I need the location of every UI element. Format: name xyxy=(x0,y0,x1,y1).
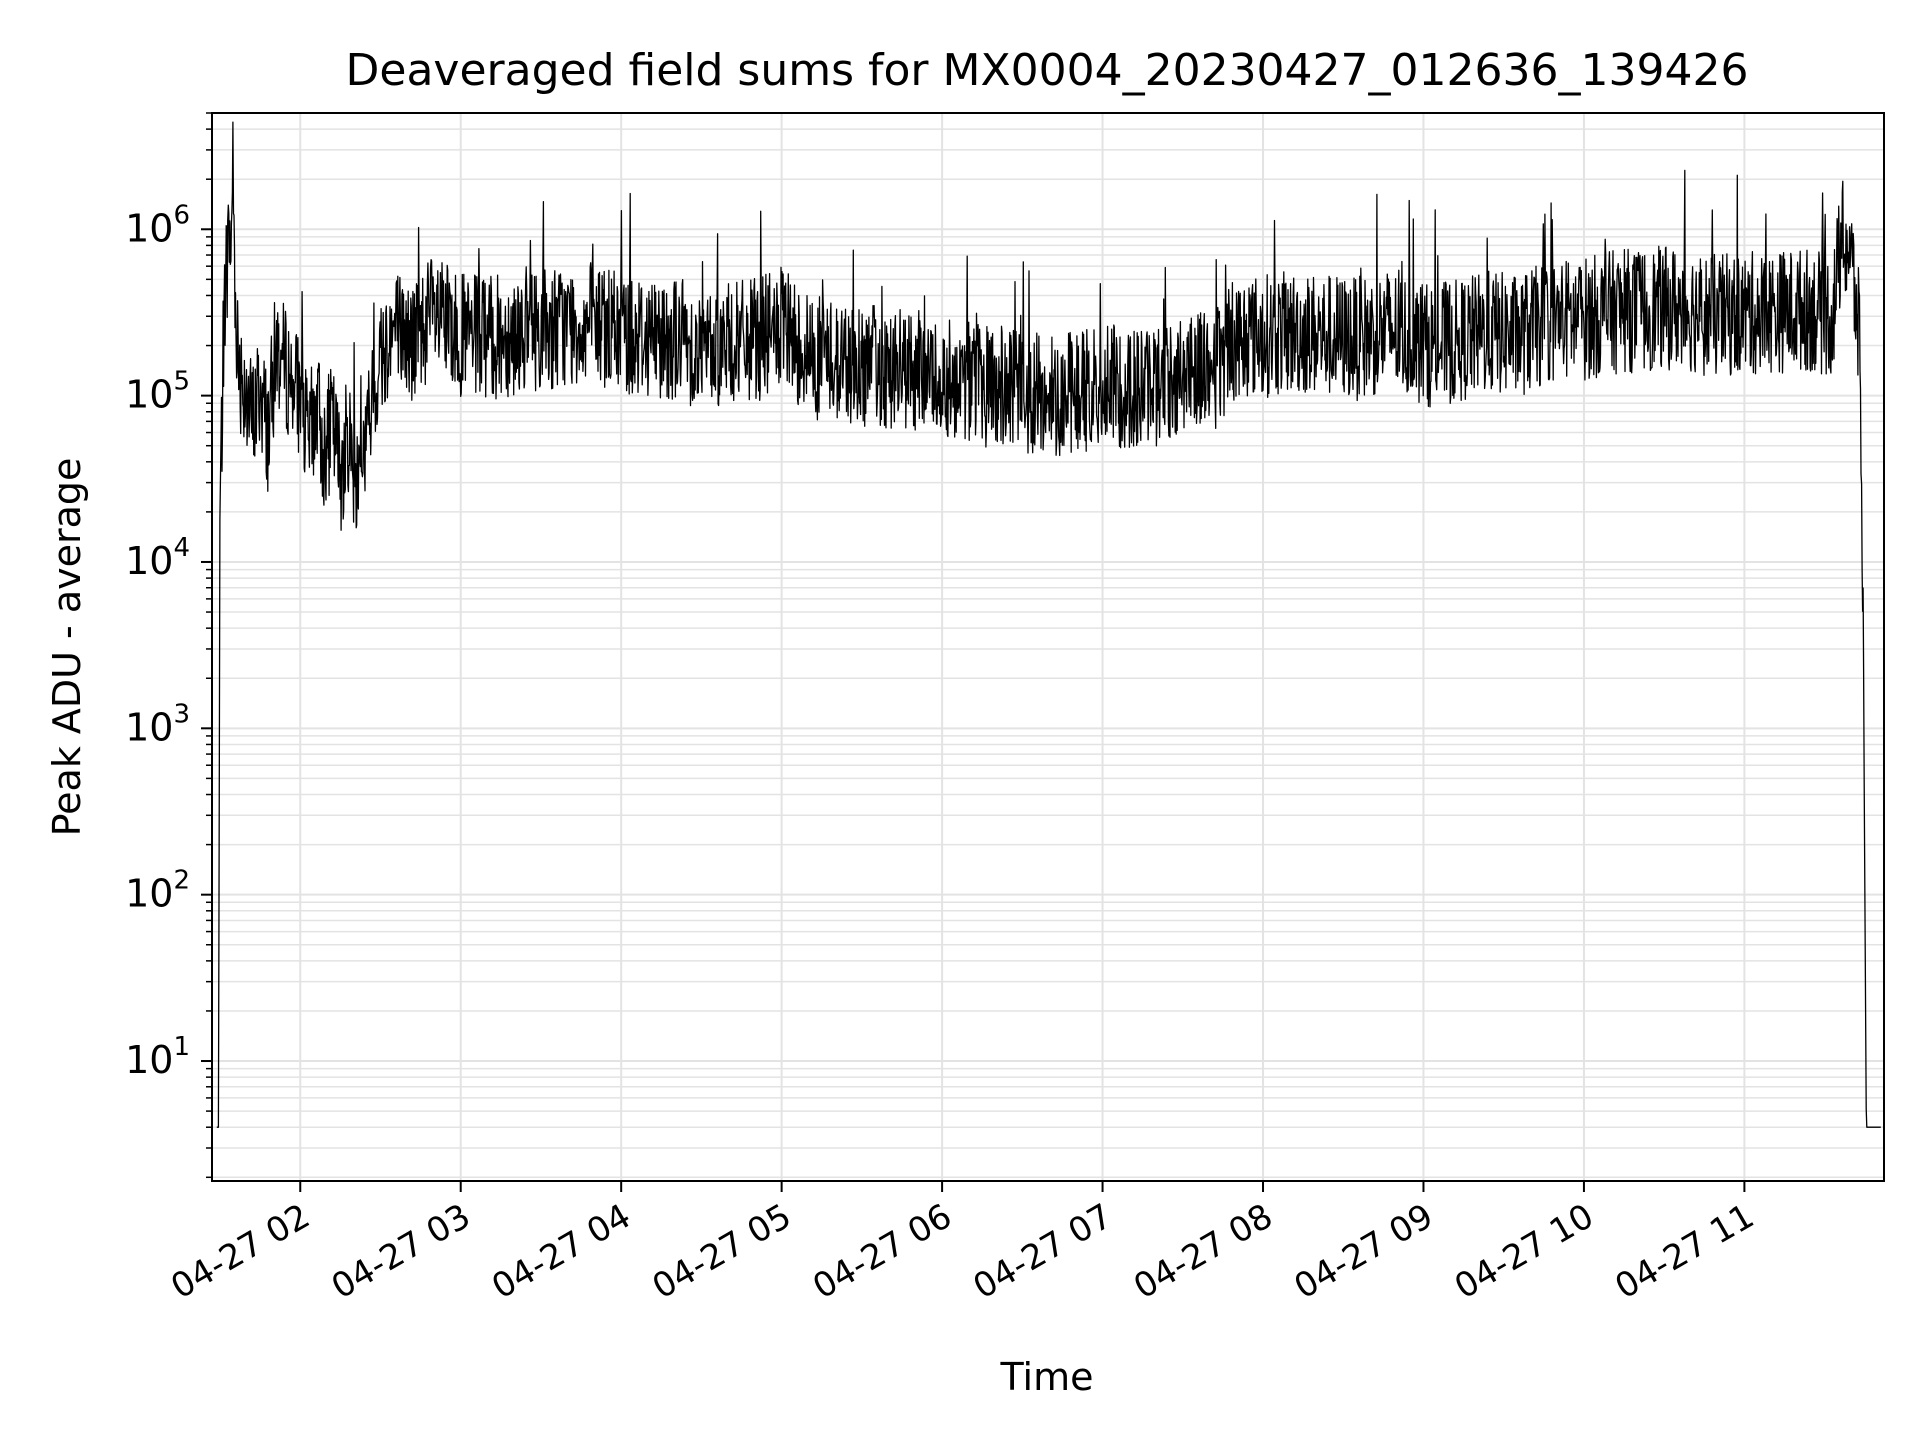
y-axis: 101 102 103 104 105 106 xyxy=(125,112,212,1179)
y-tick-label: 105 xyxy=(125,367,190,417)
chart-title: Deaveraged field sums for MX0004_2023042… xyxy=(346,45,1749,96)
y-tick-label: 101 xyxy=(125,1032,190,1082)
x-tick-label: 04-27 07 xyxy=(967,1196,1119,1307)
x-tick-label: 04-27 03 xyxy=(325,1196,477,1307)
series-line xyxy=(216,121,1881,1128)
x-tick-label: 04-27 02 xyxy=(164,1196,316,1307)
x-tick-label: 04-27 06 xyxy=(806,1196,958,1307)
y-tick-label: 106 xyxy=(125,200,190,250)
x-tick-label: 04-27 11 xyxy=(1609,1196,1761,1307)
x-tick-label: 04-27 04 xyxy=(485,1196,637,1307)
y-tick-label: 102 xyxy=(125,866,190,916)
x-tick-label: 04-27 05 xyxy=(646,1196,798,1307)
x-tick-label: 04-27 09 xyxy=(1288,1196,1440,1307)
plot-frame xyxy=(211,112,1885,1182)
x-tick-label: 04-27 08 xyxy=(1127,1196,1279,1307)
series-layer xyxy=(216,121,1881,1128)
x-tick-label: 04-27 10 xyxy=(1448,1196,1600,1307)
y-tick-label: 104 xyxy=(125,533,190,583)
x-axis-label: Time xyxy=(1000,1355,1094,1399)
y-axis-label: Peak ADU - average xyxy=(45,458,89,837)
y-tick-label: 103 xyxy=(125,699,190,749)
x-axis: 04-27 02 04-27 03 04-27 04 04-27 05 04-27 06… xyxy=(164,1181,1761,1307)
